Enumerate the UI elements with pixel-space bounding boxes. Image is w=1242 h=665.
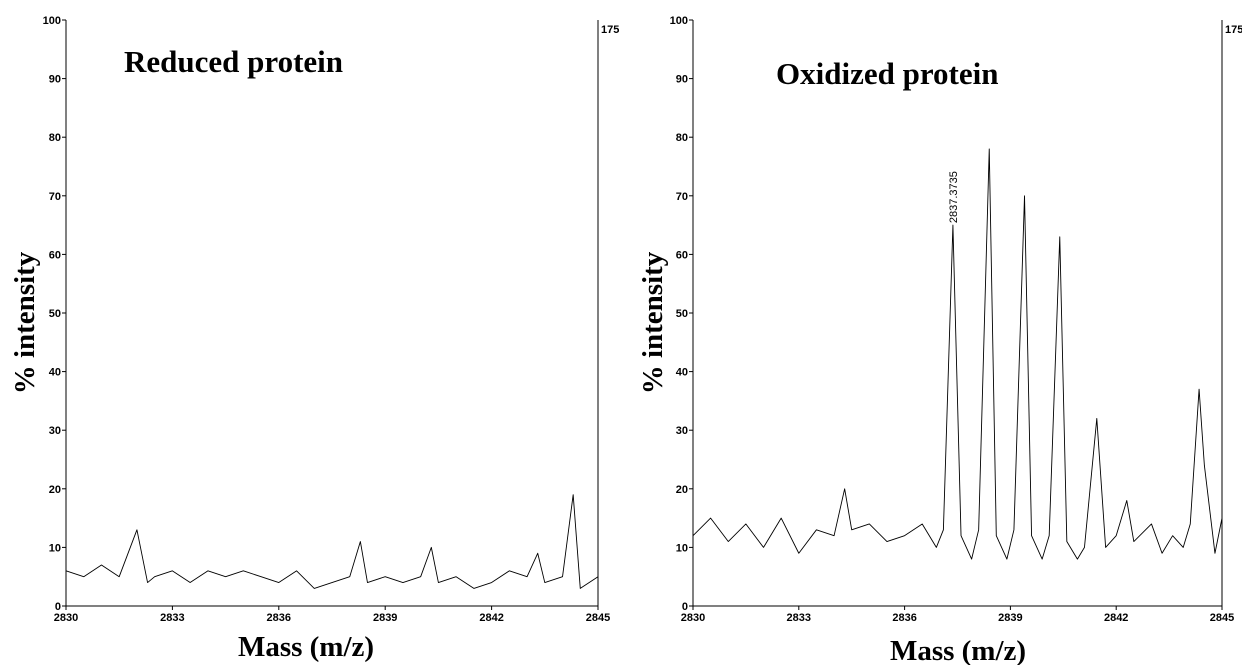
oxidized-protein-panel: Oxidized protein Mass (m/z) % intensity … [637,15,1242,665]
left-x-tick-label: 2830 [54,612,78,624]
right-x-tick-label: 2836 [892,612,916,624]
left-spectrum-line [65,494,599,589]
peak-mass-label: 2837.3735 [948,171,960,223]
left-x-ticks: 2830 2833 2836 2839 2842 2845 [54,606,610,624]
right-plot-area [692,148,1223,560]
left-plot-area [65,494,599,589]
right-x-tick-label: 2842 [1104,612,1128,624]
right-panel-title: Oxidized protein [776,56,998,91]
right-x-tick-label: 2833 [787,612,811,624]
right-y-tick-label: 80 [676,132,688,144]
left-panel-title: Reduced protein [124,44,343,79]
right-y-tick-label: 0 [682,601,688,613]
left-y-tick-label: 70 [49,191,61,203]
left-y-tick-label: 60 [49,249,61,261]
right-y-tick-label: 10 [676,542,688,554]
right-y-tick-label: 40 [676,367,688,379]
right-right-axis-label: 175 [1225,24,1242,36]
right-x-tick-label: 2830 [681,612,705,624]
left-x-tick-label: 2839 [373,612,397,624]
left-x-tick-label: 2836 [267,612,291,624]
left-y-tick-label: 10 [49,542,61,554]
left-right-axis-label: 175 [601,24,619,36]
left-y-tick-label: 0 [55,601,61,613]
right-y-tick-label: 30 [676,425,688,437]
right-annotations: 2837.3735 [948,171,960,223]
right-x-tick-label: 2839 [998,612,1022,624]
left-y-tick-label: 80 [49,132,61,144]
left-x-axis-label: Mass (m/z) [238,631,374,663]
left-y-tick-label: 40 [49,367,61,379]
left-x-tick-label: 2833 [160,612,184,624]
left-x-tick-label: 2845 [586,612,610,624]
left-y-tick-label: 30 [49,425,61,437]
reduced-protein-panel: Reduced protein Mass (m/z) % intensity 1… [9,15,619,663]
right-y-tick-label: 90 [676,74,688,86]
left-x-tick-label: 2842 [479,612,503,624]
left-y-axis-label: % intensity [9,251,41,394]
right-y-tick-label: 50 [676,308,688,320]
right-y-tick-label: 20 [676,484,688,496]
left-y-tick-label: 100 [43,15,61,27]
right-y-tick-label: 60 [676,249,688,261]
left-y-tick-label: 50 [49,308,61,320]
right-y-ticks: 0 10 20 30 40 50 60 70 80 90 100 [670,15,693,613]
right-spectrum-line [692,148,1223,560]
right-x-axis-label: Mass (m/z) [890,635,1026,665]
right-x-tick-label: 2845 [1210,612,1234,624]
left-y-tick-label: 20 [49,484,61,496]
left-y-tick-label: 90 [49,74,61,86]
right-x-ticks: 2830 2833 2836 2839 2842 2845 [681,606,1234,624]
right-y-tick-label: 70 [676,191,688,203]
right-y-axis-label: % intensity [637,251,669,394]
right-y-tick-label: 100 [670,15,688,27]
left-y-ticks: 0 10 20 30 40 50 60 70 80 90 100 [43,15,66,613]
